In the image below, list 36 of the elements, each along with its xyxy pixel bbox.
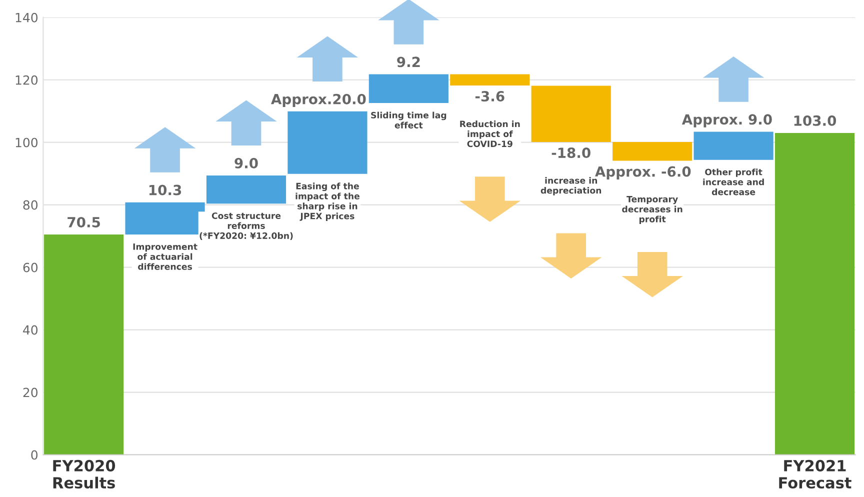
y-tick-label: 120	[16, 75, 38, 85]
data-label: -3.6	[475, 90, 504, 102]
bar	[531, 86, 611, 142]
x-tick-label: FY2021 Forecast	[779, 460, 852, 489]
bar	[44, 234, 124, 455]
bar	[774, 132, 855, 455]
bar	[368, 74, 448, 103]
data-label: -18.0	[552, 148, 590, 158]
annotation: increase in depreciation	[540, 177, 602, 196]
data-label: Approx. 9.0	[682, 114, 772, 128]
data-label: Approx. -6.0	[594, 166, 691, 180]
annotation: Cost structure reforms (*FY2020: ¥12.0bn)	[200, 212, 293, 240]
annotation: Temporary decreases in profit	[622, 196, 682, 224]
x-tick-label: FY2020 Results	[53, 460, 116, 489]
y-tick-label: 60	[23, 262, 38, 272]
data-label: 70.5	[68, 216, 100, 228]
annotation: Sliding time lag effect	[371, 112, 446, 128]
data-label: 103.0	[794, 115, 836, 126]
y-tick-label: 0	[31, 450, 38, 460]
bar	[450, 74, 530, 86]
bar	[612, 142, 692, 161]
annotation: Easing of the impact of the sharp rise in JPEX prices	[296, 182, 360, 221]
annotation: Improvement of actuarial differences	[133, 244, 198, 270]
y-tick-label: 100	[16, 138, 38, 148]
annotation: Other profit increase and decrease	[703, 168, 764, 196]
bar	[694, 132, 774, 160]
data-label: Approx.20.0	[270, 94, 366, 108]
data-label: 10.3	[149, 184, 182, 196]
y-tick-label: 80	[23, 200, 38, 210]
bar	[288, 111, 368, 174]
y-tick-label: 140	[16, 12, 38, 22]
data-label: 9.0	[234, 158, 258, 168]
data-label: 9.2	[397, 56, 420, 68]
y-tick-label: 20	[23, 388, 38, 398]
annotation: Reduction in impact of COVID-19	[460, 120, 520, 148]
y-tick-label: 40	[23, 325, 38, 335]
